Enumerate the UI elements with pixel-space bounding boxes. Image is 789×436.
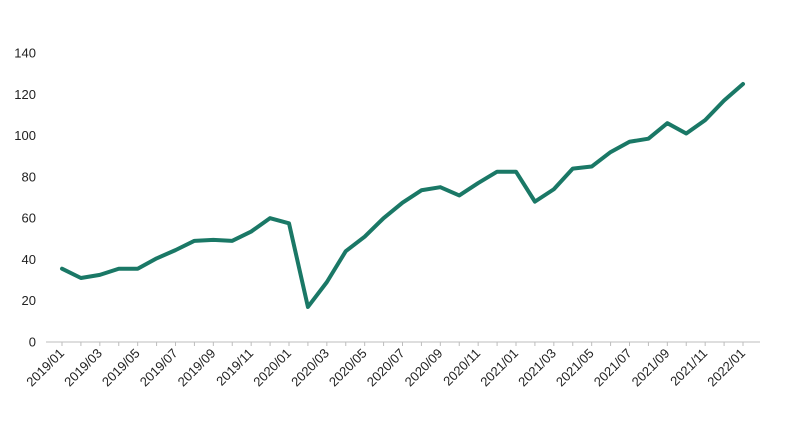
y-tick-label: 80: [22, 169, 36, 184]
data-point: [192, 239, 196, 243]
x-tick-label: 2020/07: [364, 346, 408, 390]
x-tick-label: 2019/01: [23, 346, 67, 390]
x-tick-label: 2019/05: [99, 346, 143, 390]
data-point: [609, 150, 613, 154]
data-point: [495, 170, 499, 174]
x-tick-label: 2019/07: [137, 346, 181, 390]
y-tick-label: 100: [14, 128, 36, 143]
data-point: [476, 181, 480, 185]
plot-area: [60, 81, 745, 309]
x-tick-label: 2022/01: [704, 346, 748, 390]
data-point: [419, 188, 423, 192]
data-point: [646, 137, 650, 141]
data-point: [590, 165, 594, 169]
data-point: [79, 276, 83, 280]
x-tick-label: 2021/05: [553, 346, 597, 390]
x-tick-label: 2020/09: [402, 346, 446, 390]
data-point: [382, 216, 386, 220]
data-point: [174, 248, 178, 252]
data-point: [457, 193, 461, 197]
y-tick-label: 0: [29, 335, 36, 350]
y-axis: 0 20 40 60 80 100 120 140: [14, 46, 36, 350]
data-point: [249, 230, 253, 234]
data-point: [117, 267, 121, 271]
y-tick-label: 60: [22, 211, 36, 226]
data-point: [552, 187, 556, 191]
data-point: [741, 82, 745, 86]
series-line: [60, 81, 745, 309]
data-point: [344, 249, 348, 253]
data-point: [684, 132, 688, 136]
data-point: [514, 170, 518, 174]
data-point: [722, 98, 726, 102]
data-point: [325, 280, 329, 284]
x-tick-label: 2020/05: [326, 346, 370, 390]
x-tick-label: 2021/09: [629, 346, 673, 390]
data-point: [363, 235, 367, 239]
x-axis: 2019/012019/032019/052019/072019/092019/…: [23, 346, 748, 390]
data-point: [438, 185, 442, 189]
data-point: [268, 216, 272, 220]
x-tick-label: 2021/03: [515, 346, 559, 390]
y-tick-label: 120: [14, 87, 36, 102]
x-tick-label: 2019/09: [175, 346, 219, 390]
x-tick-label: 2020/01: [250, 346, 294, 390]
data-point: [98, 273, 102, 277]
data-point: [230, 239, 234, 243]
data-point: [136, 267, 140, 271]
data-point: [571, 167, 575, 171]
data-point: [533, 200, 537, 204]
x-axis-ticks: [61, 342, 744, 346]
data-point: [211, 238, 215, 242]
y-tick-label: 140: [14, 46, 36, 61]
data-point: [60, 267, 64, 271]
data-point: [628, 140, 632, 144]
x-tick-label: 2020/11: [440, 346, 483, 389]
data-point: [401, 201, 405, 205]
y-tick-label: 20: [22, 293, 36, 308]
data-point: [287, 221, 291, 225]
x-tick-label: 2020/03: [288, 346, 332, 390]
data-point: [665, 121, 669, 125]
data-point: [306, 305, 310, 309]
y-tick-label: 40: [22, 252, 36, 267]
x-tick-label: 2021/07: [591, 346, 635, 390]
x-tick-label: 2019/11: [213, 346, 256, 389]
x-tick-label: 2021/11: [667, 346, 710, 389]
x-tick-label: 2019/03: [61, 346, 105, 390]
x-tick-label: 2021/01: [477, 346, 521, 390]
data-point: [703, 118, 707, 122]
data-point: [155, 256, 159, 260]
